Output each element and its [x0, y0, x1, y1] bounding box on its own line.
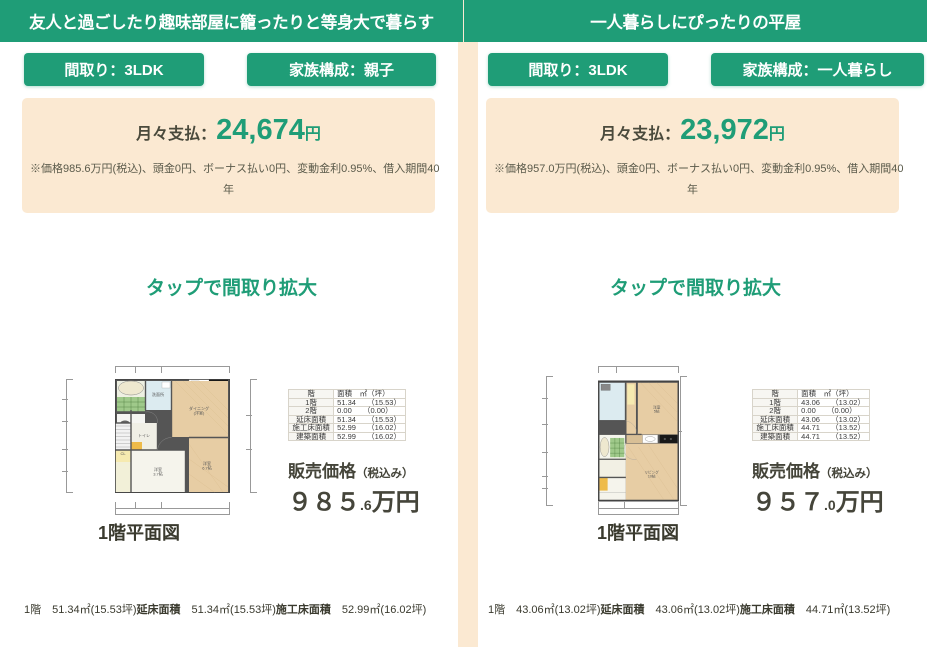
svg-text:6.7帖: 6.7帖 [202, 465, 212, 471]
svg-text:5帖: 5帖 [654, 409, 660, 414]
svg-text:洗面所: 洗面所 [152, 391, 164, 397]
svg-text:トイレ: トイレ [138, 433, 150, 438]
svg-text:CL: CL [120, 451, 126, 456]
svg-text:(洋室): (洋室) [194, 410, 205, 416]
svg-text:10帖: 10帖 [648, 473, 656, 478]
svg-text:3.7帖: 3.7帖 [153, 471, 163, 477]
